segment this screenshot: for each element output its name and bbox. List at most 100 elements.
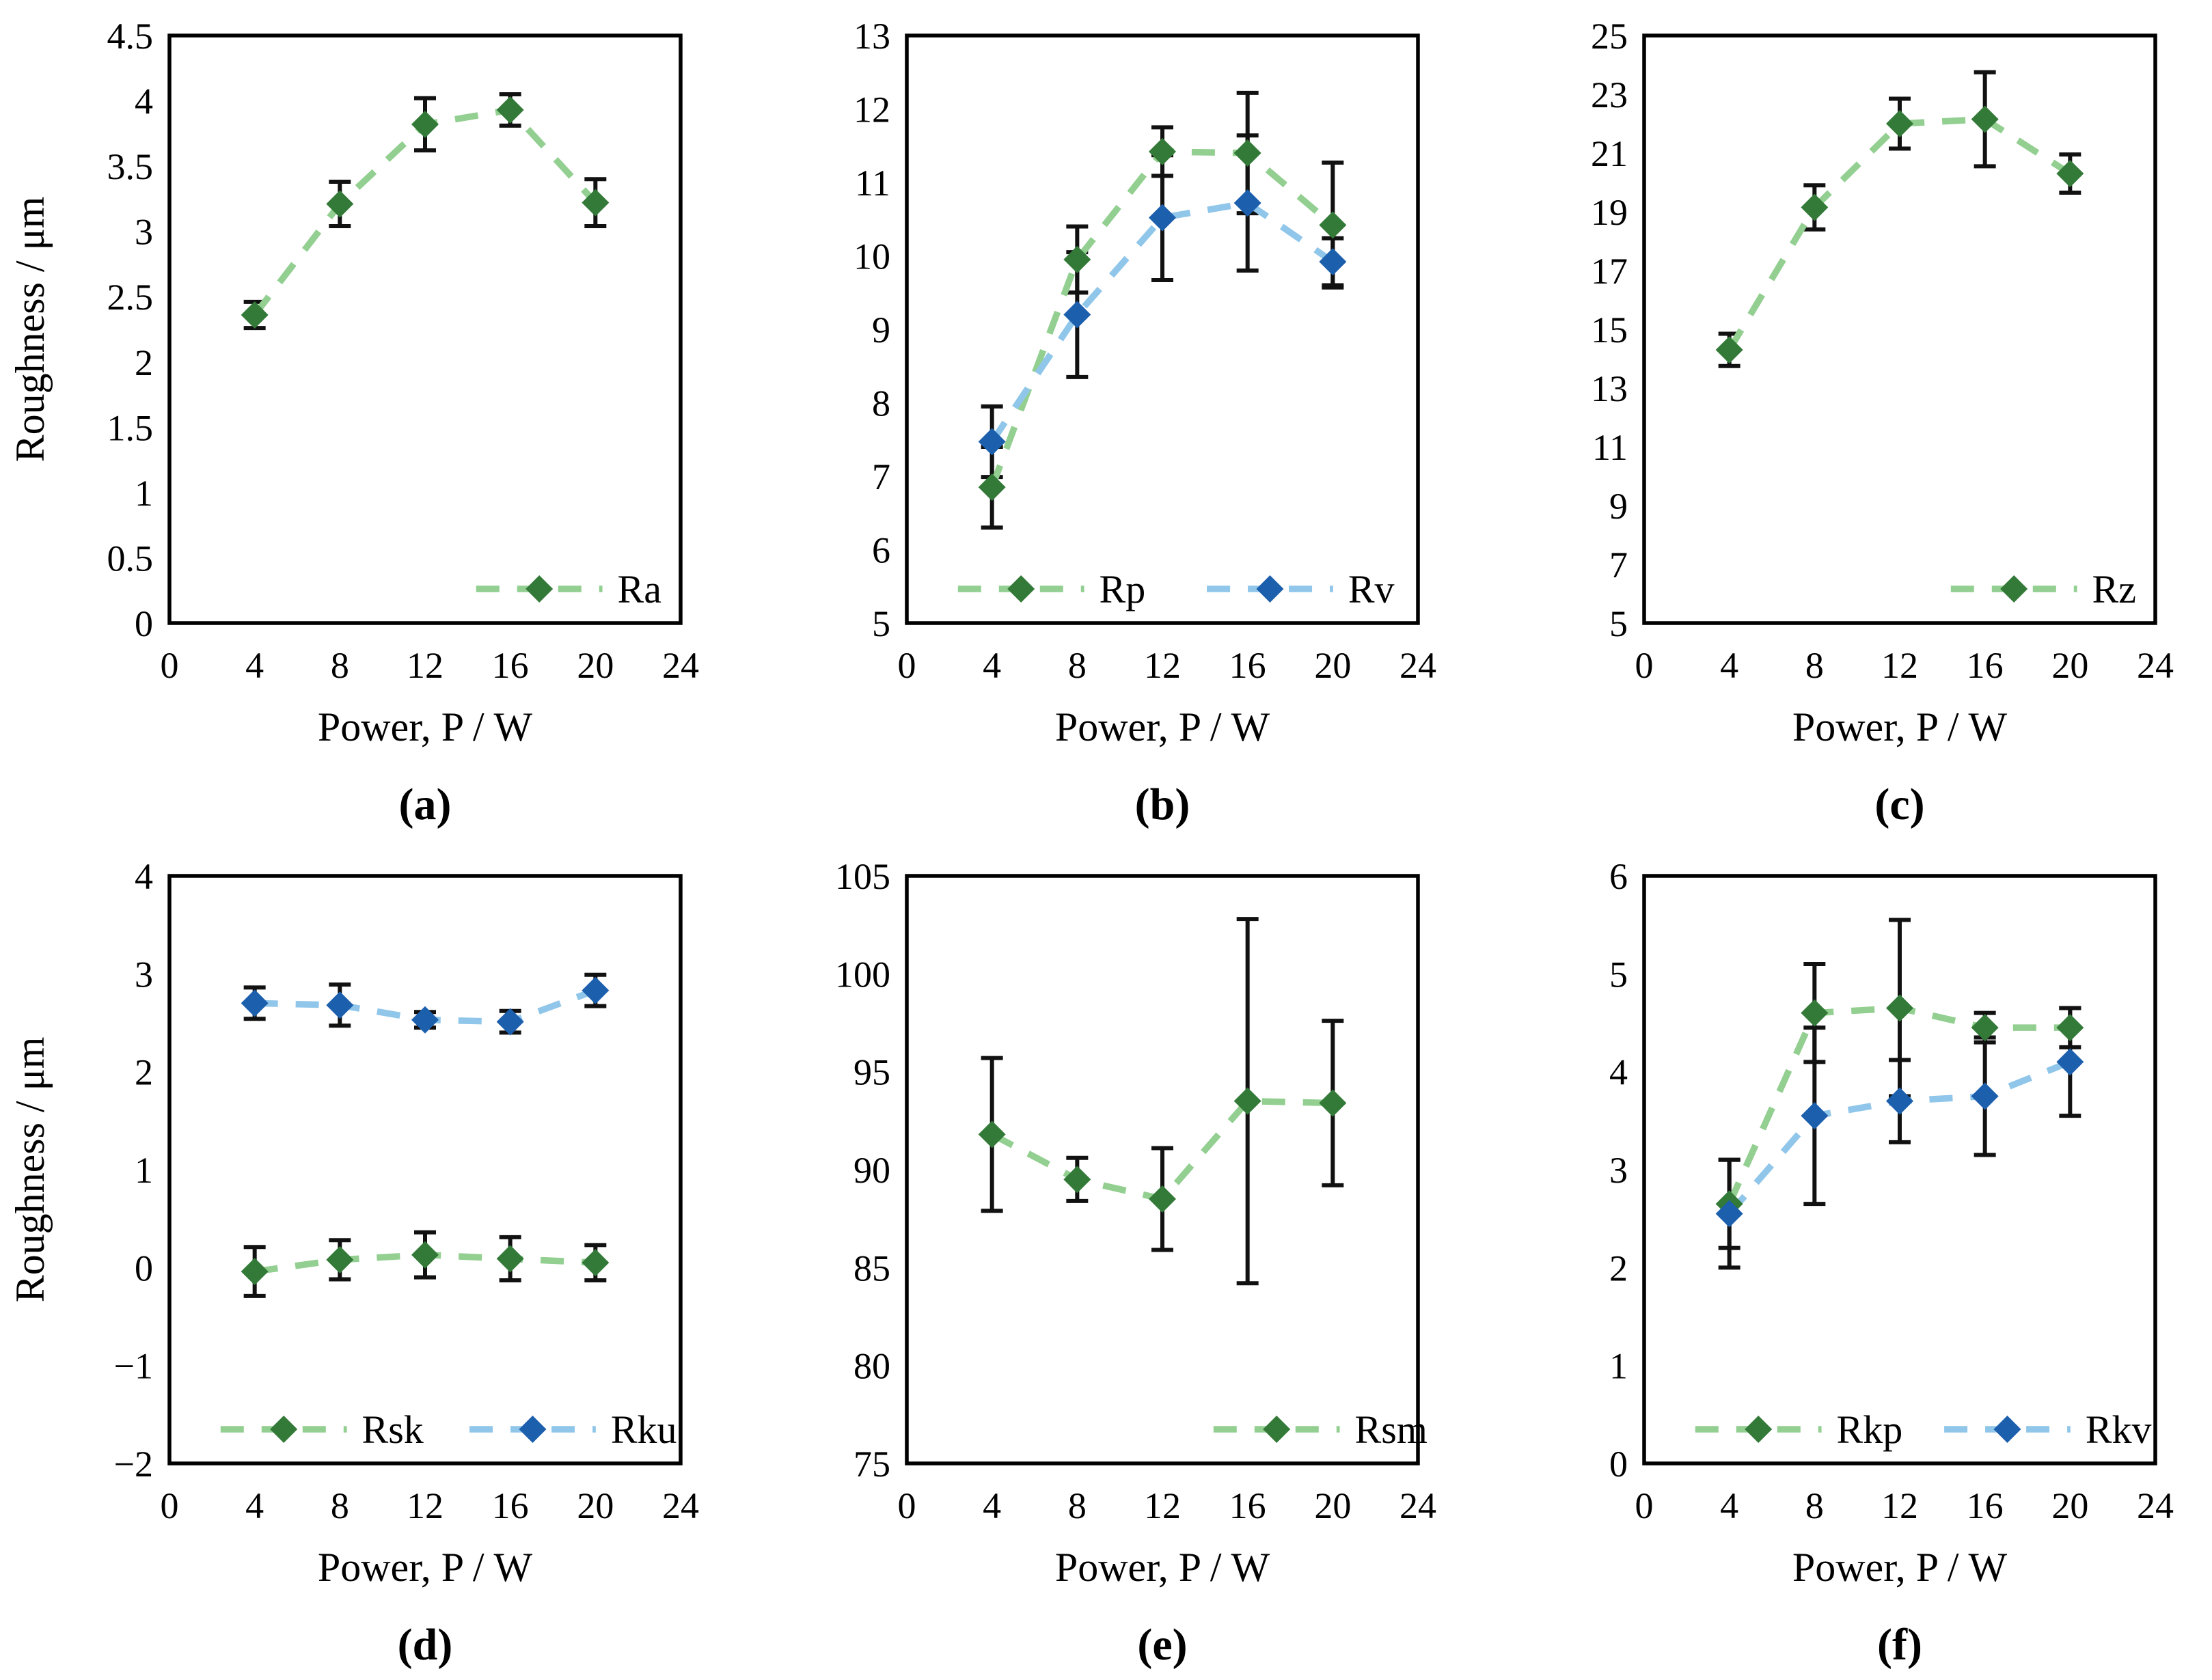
subplot-e: 75 80 85 90 95 100 105 0 4 8 12 16 20 24 Power, P / W R… xyxy=(737,840,1475,1680)
x-tick-label: 8 xyxy=(1068,645,1087,686)
marker-Rz xyxy=(1801,193,1829,221)
x-tick-label: 20 xyxy=(2051,645,2088,686)
legend-label-Rku: Rku xyxy=(611,1407,677,1452)
x-tick-label: 4 xyxy=(983,645,1001,686)
y-tick-label: 80 xyxy=(854,1346,890,1387)
x-tick-label: 4 xyxy=(245,645,264,686)
y-tick-label: 6 xyxy=(1609,856,1628,897)
legend-label-Ra: Ra xyxy=(618,567,661,611)
y-tick-label: 0 xyxy=(135,1248,153,1289)
y-tick-label: 13 xyxy=(1591,368,1628,409)
x-axis-title: Power, P / W xyxy=(318,704,533,749)
marker-Rkp xyxy=(2056,1014,2084,1042)
marker-Rsk xyxy=(241,1258,269,1286)
marker-Rku xyxy=(582,976,610,1004)
legend: Rsm xyxy=(1213,1407,1428,1452)
legend: Rkp Rkv xyxy=(1695,1407,2152,1452)
x-tick-label: 8 xyxy=(1805,645,1824,686)
x-tick-label: 24 xyxy=(2137,1485,2174,1526)
y-tick-label: 19 xyxy=(1591,192,1628,233)
y-tick-label: 2 xyxy=(135,1052,153,1093)
error-bars-Rv xyxy=(981,133,1344,480)
legend-label-Rkp: Rkp xyxy=(1837,1407,1903,1452)
y-tick-label: 2 xyxy=(135,342,153,383)
subplot-f: 0 1 2 3 4 5 6 0 4 8 12 16 20 24 Power, P / W Rkp Rkv (f) xyxy=(1475,840,2212,1680)
marker-Ra xyxy=(496,96,524,124)
y-tick-label: 13 xyxy=(854,16,890,57)
y-axis-labels: 0 0.5 1 1.5 2 2.5 3 3.5 4 4.5 xyxy=(107,16,154,644)
legend-marker-Rku xyxy=(519,1416,547,1443)
subplot-d: −2 −1 0 1 2 3 4 0 4 8 12 16 20 24 Power, P / W Roughnes… xyxy=(0,840,737,1680)
marker-Rz xyxy=(1971,105,1999,133)
y-tick-label: 2 xyxy=(1609,1248,1628,1289)
x-axis-title: Power, P / W xyxy=(1055,1545,1270,1590)
y-tick-label: 4 xyxy=(135,856,153,897)
x-tick-label: 16 xyxy=(1229,1485,1266,1526)
marker-Rv xyxy=(1319,248,1347,276)
x-tick-label: 16 xyxy=(1229,645,1266,686)
marker-Rp xyxy=(1233,139,1261,167)
marker-Rsk xyxy=(582,1249,610,1277)
x-tick-label: 0 xyxy=(161,645,179,686)
markers-Rz xyxy=(1715,105,2084,364)
legend: Rz xyxy=(1950,567,2136,611)
x-axis-title: Power, P / W xyxy=(1792,1545,2008,1590)
marker-Rz xyxy=(1715,336,1743,364)
y-tick-label: −2 xyxy=(114,1444,153,1485)
x-tick-label: 12 xyxy=(1144,1485,1181,1526)
marker-Rkv xyxy=(1886,1087,1913,1115)
marker-Rv xyxy=(1233,189,1261,217)
y-tick-label: 95 xyxy=(854,1052,890,1093)
subplot-caption: (a) xyxy=(399,780,452,829)
y-axis-labels: −2 −1 0 1 2 3 4 xyxy=(114,856,153,1485)
marker-Rku xyxy=(326,991,354,1019)
y-tick-label: 11 xyxy=(1592,427,1628,468)
y-tick-label: 0.5 xyxy=(107,538,154,579)
x-tick-label: 0 xyxy=(1635,1485,1654,1526)
x-tick-label: 20 xyxy=(1314,1485,1351,1526)
y-tick-label: 8 xyxy=(872,383,890,424)
y-tick-label: 85 xyxy=(854,1248,890,1289)
chart-c: 5 7 9 11 13 15 17 19 21 23 25 0 4 8 12 16 20 24 Power, P /… xyxy=(1591,16,2174,829)
y-tick-label: 12 xyxy=(854,89,890,130)
marker-Rp xyxy=(1319,211,1347,239)
x-tick-label: 24 xyxy=(1399,645,1436,686)
marker-Rp xyxy=(978,473,1006,501)
marker-Ra xyxy=(411,110,439,138)
y-tick-label: 3 xyxy=(135,212,153,253)
y-tick-label: 1 xyxy=(135,1150,153,1191)
legend-marker-Rsm xyxy=(1263,1416,1291,1443)
plot-box xyxy=(167,33,683,625)
marker-Rkv xyxy=(2056,1048,2084,1076)
y-tick-label: 2.5 xyxy=(107,277,154,318)
legend-marker-Rkv xyxy=(1993,1416,2021,1443)
x-tick-label: 4 xyxy=(1720,1485,1738,1526)
x-axis-labels: 0 4 8 12 16 20 24 xyxy=(898,1485,1437,1526)
marker-Rku xyxy=(496,1008,524,1036)
legend-marker-Ra xyxy=(525,575,554,603)
marker-Rv xyxy=(1149,204,1176,232)
y-tick-label: 3.5 xyxy=(107,146,154,187)
y-tick-label: 17 xyxy=(1591,251,1628,292)
plot-box xyxy=(1642,33,2157,625)
legend-label-Rv: Rv xyxy=(1348,567,1395,611)
y-tick-label: 4 xyxy=(1609,1052,1628,1093)
y-axis-labels: 5 7 9 11 13 15 17 19 21 23 25 xyxy=(1591,16,1628,644)
legend-marker-Rp xyxy=(1007,575,1035,603)
marker-Rsm xyxy=(1149,1185,1176,1213)
marker-Rsm xyxy=(1319,1089,1347,1117)
marker-Rz xyxy=(1886,110,1913,137)
y-tick-label: 7 xyxy=(1609,545,1628,586)
marker-Rsm xyxy=(1063,1166,1091,1194)
legend-label-Rz: Rz xyxy=(2092,567,2136,611)
y-tick-label: 9 xyxy=(1609,486,1628,527)
marker-Rku xyxy=(411,1006,439,1034)
x-tick-label: 0 xyxy=(161,1485,179,1526)
x-tick-label: 8 xyxy=(331,1485,349,1526)
y-tick-label: 0 xyxy=(135,603,153,644)
legend: Rp Rv xyxy=(957,567,1395,611)
marker-Ra xyxy=(582,189,610,217)
x-axis-labels: 0 4 8 12 16 20 24 xyxy=(1635,1485,2174,1526)
x-tick-label: 0 xyxy=(898,645,916,686)
